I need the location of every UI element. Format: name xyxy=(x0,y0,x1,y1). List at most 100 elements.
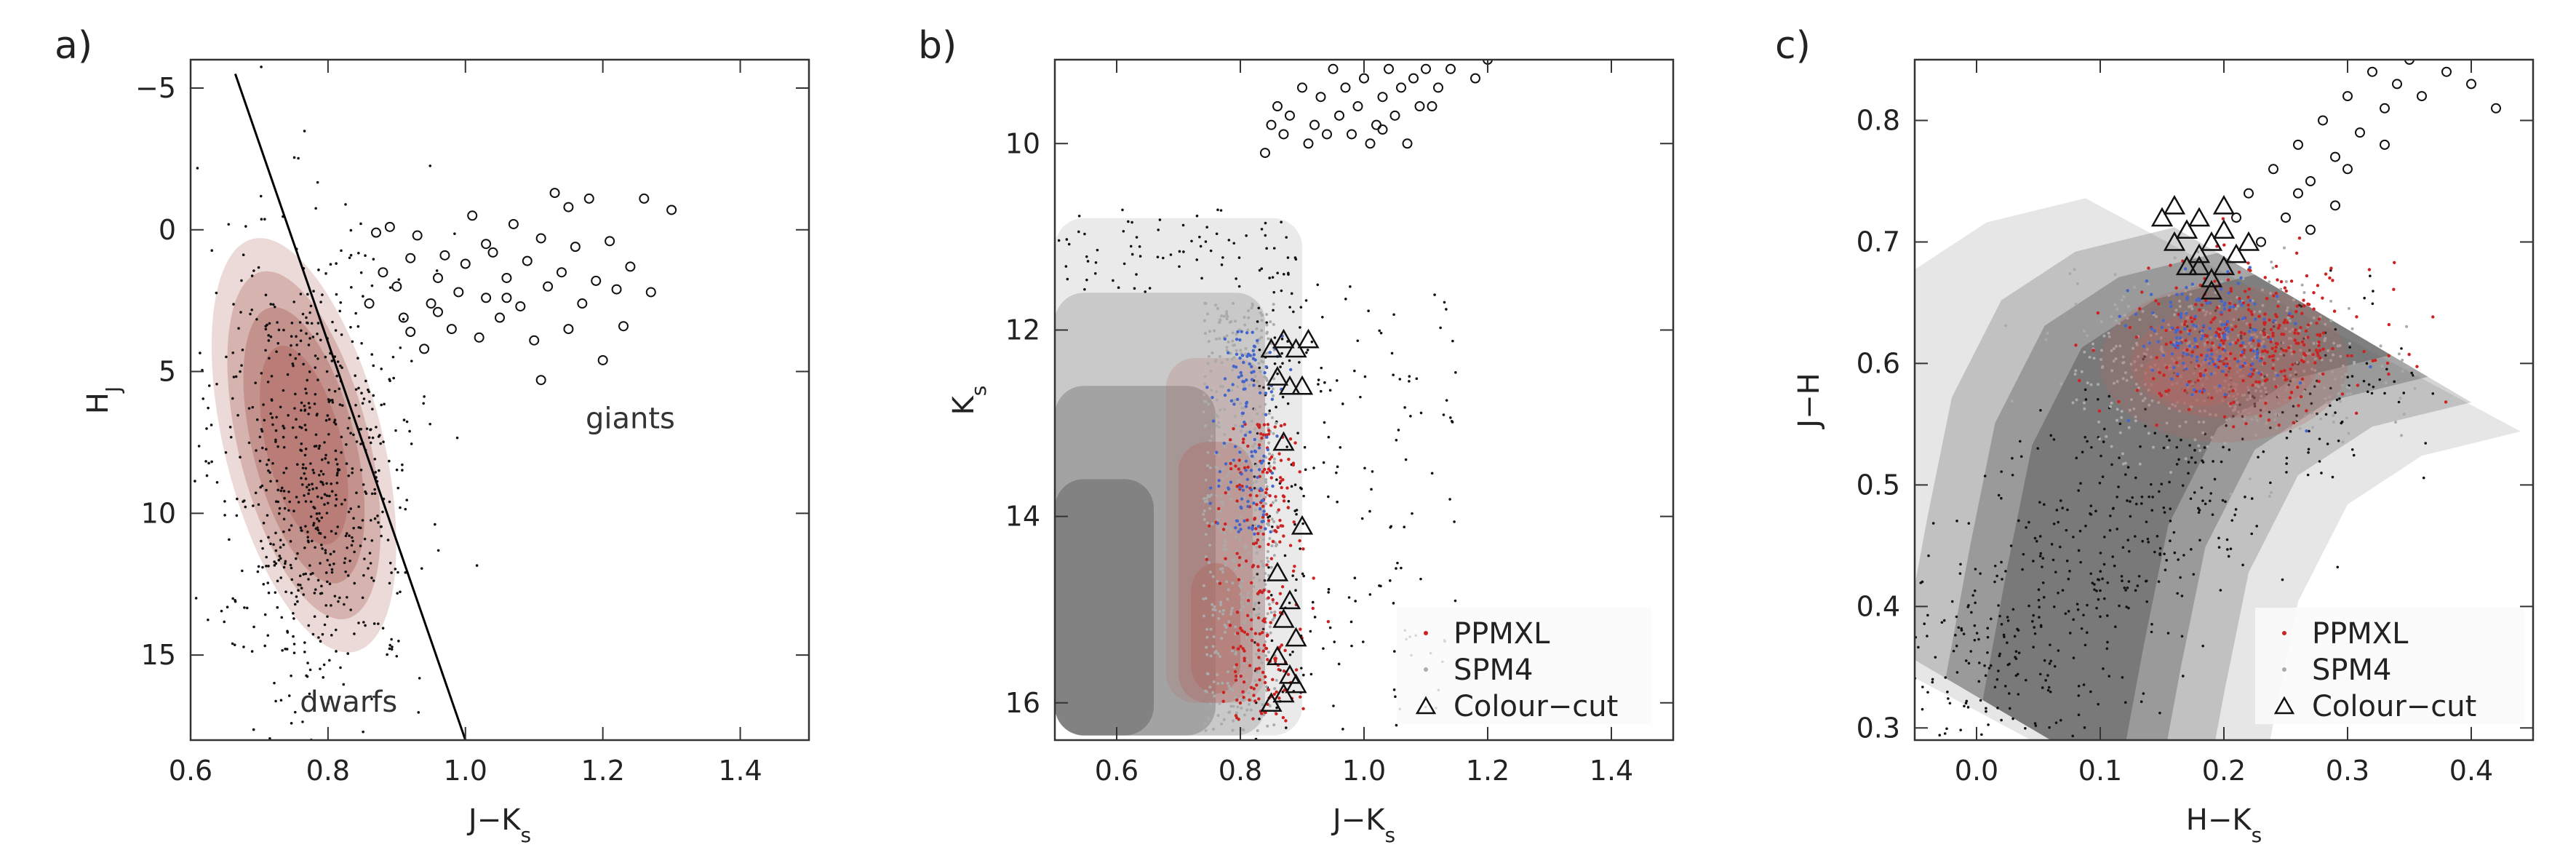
ppmxl-point xyxy=(1278,592,1283,595)
field-point xyxy=(2033,722,2037,725)
field-point xyxy=(1841,681,1844,684)
spm4-point xyxy=(1234,567,1237,571)
field-point xyxy=(282,328,285,332)
spm4-point xyxy=(2234,307,2238,311)
giant-point xyxy=(543,281,554,292)
field-point xyxy=(1415,377,1419,381)
field-point xyxy=(282,530,285,533)
spm4-point xyxy=(2120,410,2124,413)
field-point xyxy=(1946,690,1949,694)
ppmxl-point xyxy=(2315,321,2318,325)
spm4-point xyxy=(2255,335,2259,338)
field-point xyxy=(1299,306,1303,309)
spm4-point xyxy=(2209,335,2213,339)
field-point xyxy=(2262,327,2266,331)
spm4-point xyxy=(1265,313,1269,317)
field-point xyxy=(1268,515,1272,518)
spm4-point xyxy=(1229,609,1233,613)
ppmxl-point xyxy=(1239,645,1243,648)
spm4-point xyxy=(2083,401,2086,405)
blue-point xyxy=(1261,513,1266,517)
spm4-point xyxy=(1212,680,1216,683)
spm4-point xyxy=(1255,327,1259,330)
spm4-point xyxy=(1275,678,1278,682)
spm4-point xyxy=(1247,691,1251,695)
field-point xyxy=(2035,539,2038,543)
spm4-point xyxy=(2339,400,2342,403)
spm4-point xyxy=(1230,649,1234,653)
field-point xyxy=(367,567,370,570)
field-point xyxy=(2185,325,2189,328)
field-point xyxy=(396,571,399,574)
field-point xyxy=(207,406,210,410)
field-point xyxy=(368,552,372,555)
ppmxl-point xyxy=(2238,297,2241,301)
ppmxl-point xyxy=(2185,348,2189,352)
spm4-point xyxy=(2299,349,2302,352)
field-point xyxy=(1148,287,1152,290)
ppmxl-point xyxy=(2283,369,2286,373)
spm4-point xyxy=(1220,722,1224,726)
spm4-point xyxy=(2173,256,2177,260)
giant-point xyxy=(433,306,443,317)
x-tick-label: 0.8 xyxy=(306,755,350,787)
blue-point xyxy=(1216,521,1219,525)
blue-point xyxy=(1237,530,1240,533)
ppmxl-point xyxy=(1260,436,1264,440)
ppmxl-point xyxy=(1243,466,1247,470)
ppmxl-point xyxy=(1292,520,1296,524)
spm4-point xyxy=(2261,288,2265,292)
spm4-point xyxy=(1205,464,1209,467)
field-point xyxy=(1955,615,1958,619)
field-point xyxy=(2285,471,2288,474)
field-point xyxy=(220,609,223,613)
field-point xyxy=(2259,408,2262,412)
spm4-point xyxy=(1214,303,1218,307)
blue-point xyxy=(2195,298,2198,302)
field-point xyxy=(347,474,351,477)
spm4-point xyxy=(2344,373,2348,376)
field-point xyxy=(1927,554,1930,557)
ppmxl-point xyxy=(2228,366,2232,370)
spm4-point xyxy=(1239,608,1243,612)
field-point xyxy=(2042,595,2046,599)
field-point xyxy=(274,591,277,594)
field-point xyxy=(1998,654,2001,658)
spm4-point xyxy=(2274,413,2278,416)
spm4-point xyxy=(2220,279,2223,283)
spm4-point xyxy=(2171,402,2174,406)
field-point xyxy=(1979,572,1982,575)
blue-point xyxy=(1240,373,1243,378)
ppmxl-point xyxy=(2305,274,2309,278)
field-point xyxy=(2350,375,2354,378)
ppmxl-point xyxy=(1248,664,1252,667)
giant-point xyxy=(1334,110,1344,121)
ppmxl-point xyxy=(2316,284,2320,287)
spm4-point xyxy=(1241,595,1245,599)
spm4-point xyxy=(2166,445,2169,449)
field-point xyxy=(292,301,296,303)
spm4-point xyxy=(2198,449,2202,453)
field-point xyxy=(1295,512,1298,516)
field-point xyxy=(2006,619,2010,622)
field-point xyxy=(2038,605,2041,609)
field-point xyxy=(210,424,213,426)
ppmxl-point xyxy=(1282,495,1286,498)
field-point xyxy=(1959,728,1962,731)
field-point xyxy=(292,509,295,513)
ppmxl-point xyxy=(1284,719,1288,723)
field-point xyxy=(363,557,366,560)
colour-cut-point xyxy=(1266,646,1289,665)
field-point xyxy=(1971,594,1974,597)
spm4-point xyxy=(2082,329,2086,333)
spm4-point xyxy=(2219,319,2222,323)
blue-point xyxy=(2272,319,2276,323)
blue-point xyxy=(2251,362,2254,366)
blue-point xyxy=(2227,291,2230,295)
spm4-point xyxy=(1271,600,1275,604)
spm4-point xyxy=(1246,602,1250,605)
field-point xyxy=(225,355,228,359)
field-point xyxy=(2086,603,2089,607)
spm4-point xyxy=(1265,556,1269,560)
